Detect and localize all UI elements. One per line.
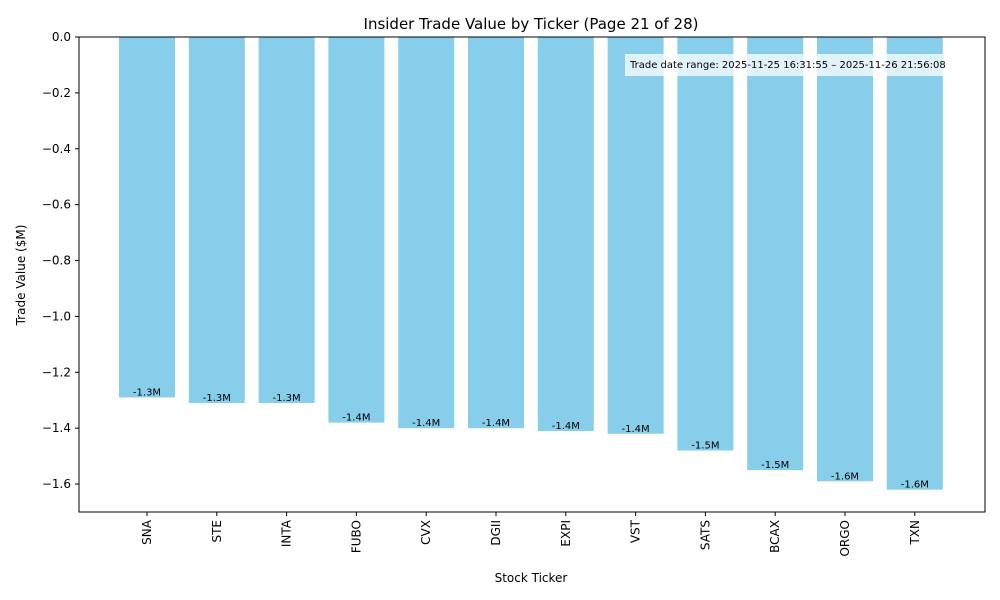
y-tick-label: −0.2: [42, 86, 71, 100]
data-label-fubo: -1.4M: [342, 413, 370, 424]
plot-frame: [78, 36, 986, 513]
data-label-expi: -1.4M: [552, 421, 580, 432]
bar-ste: [188, 37, 245, 404]
bar-sna: [119, 37, 175, 398]
bar-sats: [677, 37, 734, 451]
annotation-text: Trade date range: 2025-11-25 16:31:55 – …: [629, 60, 946, 71]
x-tick-label: ORGO: [838, 520, 852, 557]
bars-group: [119, 37, 943, 490]
x-tick-label: STE: [210, 520, 224, 543]
bar-inta: [258, 37, 315, 404]
data-label-sna: -1.3M: [133, 387, 161, 398]
y-tick-label: −1.2: [42, 365, 71, 379]
x-axis-ticks: SNA STE INTA FUBO CVX DGII EXPI VST SATS BCAX ORGO…: [140, 512, 922, 557]
y-tick-label: 0.0: [52, 30, 71, 44]
data-label-inta: -1.3M: [273, 393, 301, 404]
chart-title: Insider Trade Value by Ticker (Page 21 o…: [364, 15, 699, 33]
x-tick-label: FUBO: [349, 520, 363, 553]
data-labels-group: -1.3M -1.3M -1.3M -1.4M -1.4M -1.4M -1.4M -1.4M…: [133, 387, 929, 490]
date-range-annotation: Trade date range: 2025-11-25 16:31:55 – …: [625, 54, 984, 76]
x-tick-label: DGII: [489, 520, 503, 546]
bar-fubo: [328, 37, 385, 423]
x-tick-label: SATS: [698, 520, 712, 550]
y-axis-ticks: 0.0 −0.2 −0.4 −0.6 −0.8 −1.0 −1.2 −1.4 −1.6: [42, 30, 79, 491]
data-label-vst: -1.4M: [622, 424, 650, 435]
x-tick-label: VST: [629, 519, 643, 543]
bar-cvx: [398, 37, 455, 429]
data-label-orgo: -1.6M: [831, 471, 859, 482]
bar-expi: [537, 37, 594, 431]
x-tick-label: BCAX: [768, 520, 782, 553]
bar-orgo: [817, 37, 873, 482]
bar-bcax: [747, 37, 804, 471]
y-tick-label: −1.0: [42, 309, 71, 323]
data-label-cvx: -1.4M: [412, 418, 440, 429]
bar-vst: [607, 37, 664, 434]
bar-txn: [886, 37, 943, 490]
y-tick-label: −0.8: [42, 254, 71, 268]
y-tick-label: −1.6: [42, 477, 71, 491]
data-label-txn: -1.6M: [901, 480, 929, 491]
y-tick-label: −0.4: [42, 142, 71, 156]
data-label-ste: -1.3M: [203, 393, 231, 404]
y-axis-label: Trade Value ($M): [14, 225, 28, 327]
x-tick-label: TXN: [908, 520, 922, 546]
data-label-sats: -1.5M: [691, 441, 719, 452]
data-label-bcax: -1.5M: [761, 460, 789, 471]
bar-dgii: [468, 37, 524, 429]
y-tick-label: −0.6: [42, 198, 71, 212]
y-tick-label: −1.4: [42, 421, 71, 435]
x-tick-label: INTA: [280, 519, 294, 547]
x-axis-label: Stock Ticker: [495, 571, 568, 585]
data-label-dgii: -1.4M: [482, 418, 510, 429]
annotation-box: [625, 54, 984, 76]
x-tick-label: EXPI: [559, 520, 573, 547]
x-tick-label: CVX: [419, 520, 433, 545]
x-tick-label: SNA: [140, 519, 154, 545]
